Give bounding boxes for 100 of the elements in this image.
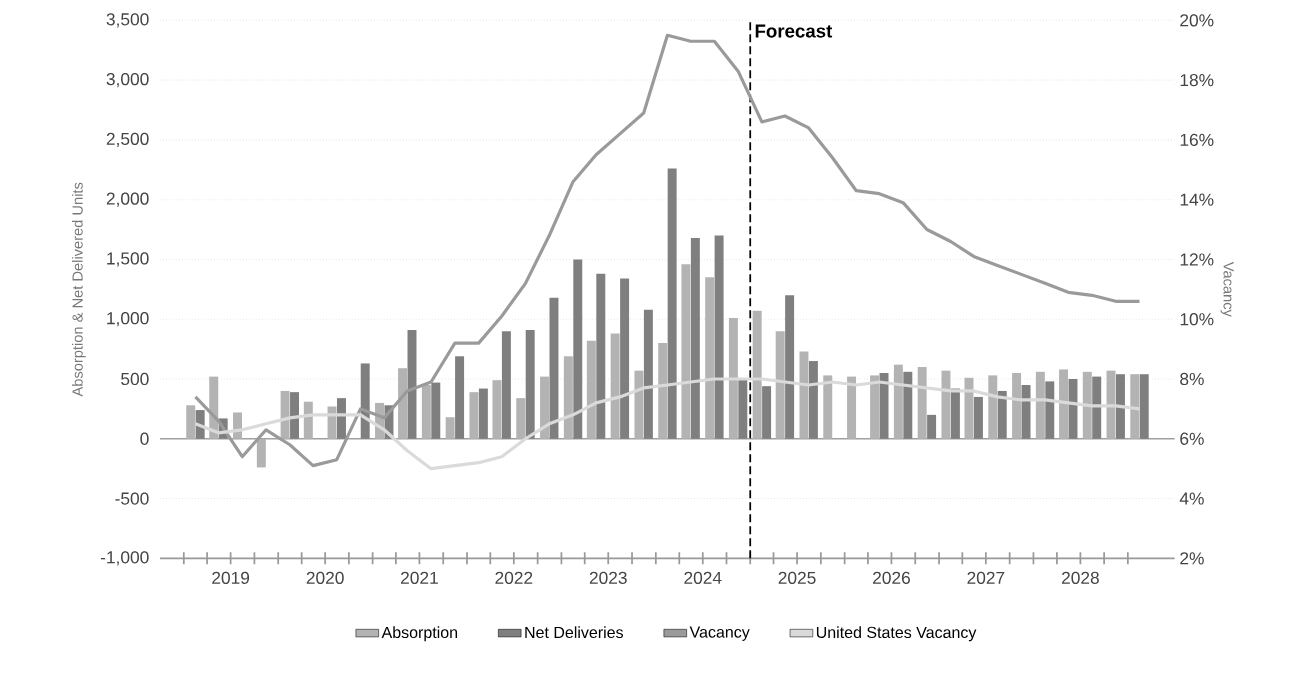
bar: [738, 378, 748, 439]
bar: [752, 310, 762, 439]
y-tick-label: 2,500: [106, 132, 149, 148]
x-tick-label: 2023: [589, 571, 627, 584]
bar: [1045, 381, 1055, 439]
bar: [1139, 374, 1149, 439]
bar: [501, 331, 511, 439]
legend-label: Net Deliveries: [525, 626, 623, 639]
bar: [360, 363, 370, 439]
bar: [1082, 371, 1092, 439]
bar: [643, 309, 653, 439]
bar: [893, 364, 903, 439]
bar: [823, 375, 833, 439]
bar: [620, 278, 630, 439]
bar: [997, 390, 1007, 439]
bar: [1059, 369, 1069, 439]
bar: [964, 377, 974, 439]
bar: [870, 375, 880, 439]
bar: [469, 392, 479, 439]
bar: [714, 235, 724, 439]
y-tick-label: 1,500: [107, 252, 149, 267]
bar: [799, 351, 809, 439]
y2-tick-label: 18%: [1180, 73, 1214, 87]
y-tick-label: -1,000: [100, 551, 149, 566]
y-tick-label: 0: [140, 432, 149, 445]
y-tick-label: 3,000: [106, 72, 149, 88]
bar: [610, 333, 620, 439]
bar: [903, 371, 913, 439]
x-tick-label: 2025: [778, 571, 816, 584]
bar: [762, 386, 772, 439]
bar: [775, 331, 785, 439]
bar: [1130, 374, 1140, 439]
x-tick-label: 2021: [401, 571, 438, 584]
bar: [290, 392, 300, 439]
bar: [455, 356, 465, 439]
x-tick-label: 2019: [212, 571, 250, 584]
legend-label: Absorption: [381, 626, 458, 642]
y-tick-label: 3,500: [106, 13, 149, 28]
y2-tick-label: 12%: [1180, 253, 1214, 266]
bar: [431, 382, 441, 439]
y-axis-title: Absorption & Net Delivered Units: [71, 182, 86, 397]
bar: [1092, 376, 1102, 439]
bar: [658, 343, 668, 439]
bar: [525, 329, 535, 439]
bar: [445, 417, 455, 439]
y2-tick-label: 20%: [1180, 14, 1214, 27]
bar: [785, 295, 795, 439]
bar: [337, 398, 346, 439]
bar: [690, 237, 700, 439]
x-tick-label: 2028: [1061, 571, 1099, 584]
legend-label: United States Vacancy: [816, 626, 977, 642]
bar: [988, 375, 998, 439]
bar: [681, 264, 691, 439]
bar: [1012, 373, 1022, 439]
bar: [573, 259, 583, 439]
bar: [847, 376, 857, 439]
x-tick-label: 2022: [495, 571, 533, 584]
bar: [303, 401, 313, 439]
x-tick-label: 2026: [873, 571, 910, 584]
y2-tick-label: 4%: [1179, 492, 1204, 505]
bar: [927, 414, 937, 439]
y-tick-label: -500: [115, 492, 149, 505]
bar: [327, 406, 337, 439]
bar: [879, 373, 889, 439]
legend-label: Vacancy: [689, 626, 750, 641]
bar: [808, 361, 818, 439]
y2-tick-label: 6%: [1180, 432, 1204, 445]
bar: [1035, 371, 1045, 439]
bar: [563, 356, 573, 439]
bar: [667, 168, 677, 439]
bar: [728, 318, 738, 439]
bar: [280, 390, 290, 439]
x-tick-label: 2020: [306, 571, 344, 584]
bar: [516, 398, 526, 439]
bar: [634, 370, 644, 439]
bar: [398, 368, 408, 439]
bar: [1115, 374, 1125, 439]
bar: [941, 370, 951, 439]
y2-tick-label: 14%: [1180, 193, 1214, 206]
bar: [973, 396, 983, 439]
y-tick-label: 2,000: [106, 192, 149, 207]
bar: [478, 388, 488, 439]
y2-tick-label: 2%: [1180, 552, 1204, 565]
y2-tick-label: 16%: [1180, 133, 1214, 147]
bar: [421, 384, 431, 439]
y-tick-label: 500: [121, 372, 149, 386]
y2-axis-title: Vacancy: [1220, 261, 1234, 317]
bar: [705, 277, 715, 439]
bar: [186, 405, 196, 439]
bar: [540, 376, 550, 439]
bar: [492, 380, 502, 439]
x-tick-label: 2027: [967, 571, 1005, 584]
y2-tick-label: 10%: [1180, 313, 1214, 326]
y-tick-label: 1,000: [107, 312, 149, 327]
ref-line-label: Forecast: [755, 24, 833, 38]
x-tick-label: 2024: [684, 571, 722, 584]
bar: [586, 340, 596, 439]
y2-tick-label: 8%: [1180, 372, 1204, 386]
bar: [917, 367, 927, 439]
bar: [596, 273, 606, 439]
